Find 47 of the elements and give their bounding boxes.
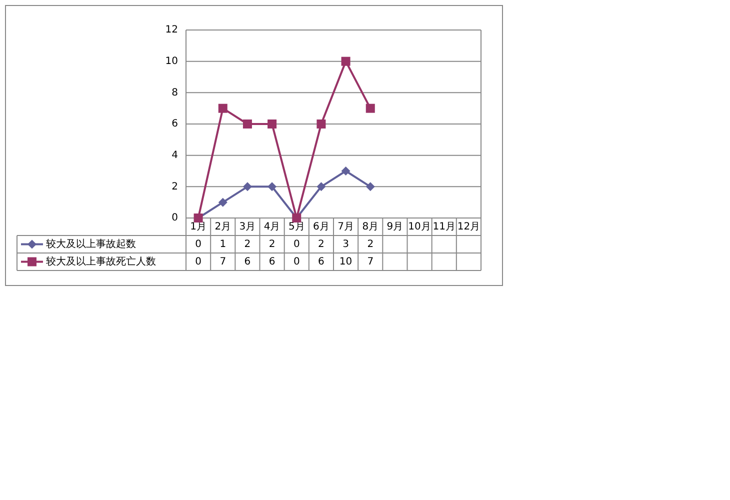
point — [366, 104, 375, 113]
y-tick-label: 4 — [172, 150, 178, 162]
y-tick-label: 8 — [172, 87, 178, 98]
x-tick-label: 4月 — [264, 221, 280, 232]
x-tick-label: 2月 — [214, 221, 232, 232]
point — [268, 120, 277, 128]
x-tick-label: 3月 — [239, 221, 256, 232]
y-tick-label: 6 — [172, 118, 178, 130]
data-label: 10 — [339, 256, 352, 268]
x-tick-label: 11月 — [432, 221, 456, 232]
point — [218, 198, 228, 207]
legend-label: 较大及以上事故起数 — [46, 238, 136, 250]
x-tick-label: 7月 — [338, 221, 354, 232]
legend-label: 较大及以上事故死亡人数 — [46, 255, 156, 268]
data-label: 6 — [318, 256, 324, 268]
x-tick-label: 6月 — [313, 221, 330, 232]
data-label: 0 — [293, 256, 300, 268]
x-tick-label: 8月 — [362, 221, 379, 232]
point — [341, 166, 350, 176]
point — [218, 104, 228, 113]
data-label: 2 — [367, 238, 374, 250]
y-tick-label: 10 — [165, 56, 178, 68]
data-label: 3 — [342, 238, 349, 250]
point — [242, 120, 252, 128]
x-tick-label: 10月 — [408, 221, 431, 232]
point — [316, 120, 326, 128]
data-label: 6 — [268, 256, 276, 268]
data-label: 7 — [367, 256, 374, 268]
point — [316, 182, 326, 192]
data-label: 0 — [293, 238, 300, 250]
data-label: 0 — [195, 238, 202, 250]
x-tick-label: 9月 — [386, 221, 404, 232]
data-label: 2 — [268, 238, 276, 250]
data-label: 7 — [220, 256, 226, 268]
x-tick-label: 12月 — [457, 221, 480, 232]
y-tick-label: 12 — [165, 24, 178, 36]
point — [268, 182, 277, 192]
data-label: 0 — [195, 256, 202, 268]
data-label: 1 — [220, 238, 226, 250]
data-label: 2 — [244, 238, 251, 250]
data-label: 6 — [244, 256, 251, 268]
point — [341, 56, 350, 66]
point — [366, 182, 375, 192]
point — [242, 182, 252, 192]
data-label: 2 — [318, 238, 324, 250]
y-tick-label: 2 — [172, 181, 178, 192]
y-tick-label: 0 — [172, 212, 178, 224]
